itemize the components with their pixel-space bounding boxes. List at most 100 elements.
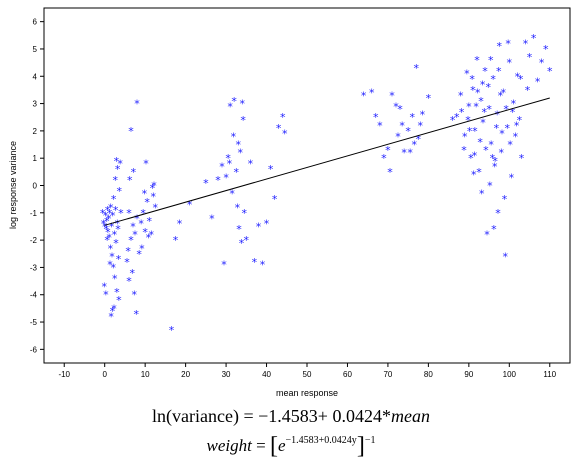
data-point: * (215, 174, 221, 187)
data-point: * (405, 125, 411, 138)
data-point: * (531, 32, 537, 45)
data-point: * (146, 231, 152, 244)
data-point: * (111, 193, 117, 206)
data-point: * (475, 87, 481, 100)
data-point: * (143, 158, 149, 171)
data-point: * (465, 114, 471, 127)
data-point: * (153, 201, 159, 214)
data-point: * (105, 226, 111, 239)
data-point: * (131, 289, 137, 302)
data-point: * (142, 226, 148, 239)
data-point: * (114, 218, 120, 231)
data-point: * (492, 160, 498, 173)
x-tick-label: 70 (383, 370, 392, 379)
data-point: * (134, 212, 140, 225)
data-point: * (507, 57, 513, 70)
data-point: * (221, 259, 227, 272)
data-point: * (233, 166, 239, 179)
data-point: * (117, 185, 123, 198)
equation-function: ln(variance) = (152, 406, 259, 426)
data-point: * (103, 289, 109, 302)
data-point: * (515, 70, 521, 83)
data-point: * (467, 125, 473, 138)
data-point: * (112, 272, 118, 285)
data-point: * (242, 207, 248, 220)
data-point: * (513, 130, 519, 143)
data-point: * (227, 158, 233, 171)
exp-exponent: −1.4583+0.0424y (285, 435, 357, 446)
y-tick-label: 5 (33, 45, 38, 54)
data-point: * (418, 119, 424, 132)
data-point: * (454, 111, 460, 124)
left-bracket: [ (269, 433, 278, 459)
data-point: * (108, 311, 114, 324)
y-tick-label: -2 (30, 236, 38, 245)
x-axis-label: mean response (276, 388, 338, 398)
weight-equation: weight = [e−1.4583+0.0424y]−1 (0, 431, 582, 459)
x-tick-label: 20 (181, 370, 190, 379)
data-point: * (474, 54, 480, 67)
data-point: * (132, 229, 138, 242)
data-point: * (416, 133, 422, 146)
data-point: * (229, 188, 235, 201)
data-point: * (498, 147, 504, 160)
y-tick-label: -6 (30, 345, 38, 354)
data-point: * (138, 218, 144, 231)
data-point: * (509, 171, 515, 184)
weight-label: weight (206, 436, 252, 455)
data-point: * (373, 111, 379, 124)
data-point: * (486, 81, 492, 94)
y-tick-label: -1 (30, 209, 38, 218)
data-point: * (105, 204, 111, 217)
data-point: * (468, 152, 474, 165)
data-point: * (377, 119, 383, 132)
data-point: * (231, 130, 237, 143)
y-tick-label: -5 (30, 318, 38, 327)
data-point: * (490, 152, 496, 165)
data-point: * (476, 166, 482, 179)
data-point: * (507, 139, 513, 152)
data-point: * (494, 109, 500, 122)
data-point: * (496, 40, 502, 53)
data-point: * (236, 223, 242, 236)
data-point: * (389, 89, 395, 102)
data-point: * (494, 122, 500, 135)
data-point: * (268, 163, 274, 176)
data-point: * (466, 100, 472, 113)
data-point: * (381, 152, 387, 165)
data-point: * (470, 84, 476, 97)
equation-variable: mean (390, 406, 430, 426)
regression-equation: ln(variance) = −1.4583+ 0.0424*mean (0, 406, 582, 427)
data-point: * (461, 144, 467, 157)
equation-coefficients: −1.4583+ 0.0424* (258, 406, 391, 426)
x-tick-label: 30 (222, 370, 231, 379)
data-point: * (203, 177, 209, 190)
y-tick-label: 6 (33, 18, 38, 27)
data-point: * (129, 267, 135, 280)
data-point: * (227, 100, 233, 113)
data-point: * (144, 196, 150, 209)
x-tick-label: 0 (102, 370, 107, 379)
data-point: * (480, 78, 486, 91)
data-point: * (486, 103, 492, 116)
data-point: * (519, 152, 525, 165)
data-point: * (413, 62, 419, 75)
y-tick-label: 4 (33, 72, 38, 81)
data-point: * (108, 242, 114, 255)
data-point: * (173, 234, 179, 247)
data-point: * (518, 73, 524, 86)
data-point: * (385, 144, 391, 157)
data-point: * (488, 54, 494, 67)
data-point: * (134, 98, 140, 111)
data-point: * (223, 171, 229, 184)
data-point: * (492, 155, 498, 168)
data-point: * (503, 251, 509, 264)
data-point: * (151, 180, 157, 193)
regression-line (104, 97, 550, 226)
data-point: * (361, 89, 367, 102)
data-point: * (115, 223, 121, 236)
data-point: * (107, 207, 113, 220)
data-point: * (124, 256, 130, 269)
data-point: * (407, 147, 413, 160)
data-point: * (235, 201, 241, 214)
